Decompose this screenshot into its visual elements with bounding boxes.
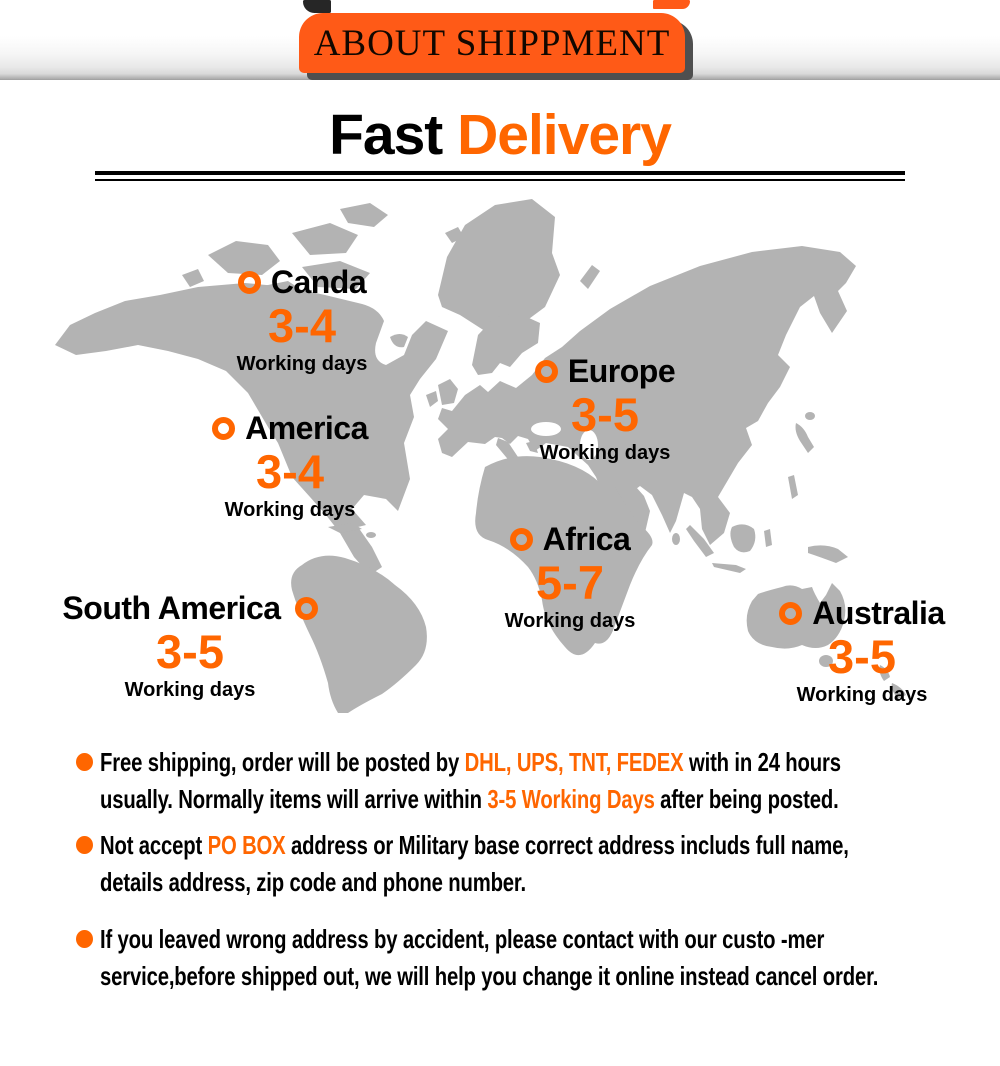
- region-name: Australia: [812, 595, 945, 631]
- peninsula-greece: [526, 441, 538, 453]
- black-sea: [531, 422, 561, 436]
- island-iceland: [390, 334, 408, 348]
- region-name: America: [245, 410, 368, 446]
- map-region-canada: Canda 3-4 Working days: [177, 264, 427, 375]
- region-name: Canda: [270, 264, 367, 300]
- landmass-arctic-islands: [292, 223, 358, 255]
- region-header: America: [165, 410, 415, 447]
- note-plain-text: with in 24 hours usually. Normally items…: [100, 747, 841, 814]
- region-days-unit: Working days: [539, 442, 671, 464]
- map-region-europe: Europe 3-5 Working days: [480, 353, 730, 464]
- continent-eurasia: [438, 246, 856, 545]
- region-days-unit: Working days: [124, 679, 256, 701]
- bullet-icon: [76, 836, 93, 854]
- world-map: [55, 199, 906, 713]
- island-great-britain: [438, 379, 458, 405]
- map-region-south-america: South America 3-5 Working days: [40, 590, 340, 701]
- bullet-icon: [76, 930, 93, 948]
- landmass-arctic-islands: [302, 261, 370, 289]
- continent-africa: [475, 456, 653, 656]
- island-svalbard: [470, 241, 486, 255]
- page-title: Fast Delivery: [0, 102, 1000, 168]
- island-java: [712, 563, 746, 573]
- island-ireland: [426, 391, 438, 407]
- note-text: Not accept PO BOX address or Military ba…: [100, 827, 915, 901]
- note-plain-text: Free shipping, order will be posted by: [100, 747, 465, 777]
- ribbon-fold-right: [653, 0, 690, 9]
- shipping-note: Free shipping, order will be posted by D…: [76, 744, 976, 818]
- map-region-america: America 3-4 Working days: [165, 410, 415, 521]
- region-header: South America: [40, 590, 340, 627]
- shipping-note: Not accept PO BOX address or Military ba…: [76, 827, 976, 901]
- banner-title: ABOUT SHIPPMENT: [313, 22, 671, 64]
- island-hokkaido: [805, 412, 815, 420]
- region-name: South America: [62, 590, 281, 626]
- note-highlight-text: DHL, UPS, TNT, FEDEX: [464, 747, 684, 777]
- ribbon-banner: ABOUT SHIPPMENT: [299, 13, 685, 73]
- island-sri-lanka: [672, 533, 680, 545]
- region-transit-days: 5-7: [536, 556, 604, 609]
- note-plain-text: If you leaved wrong address by accident,…: [100, 924, 879, 991]
- shipping-notes: Free shipping, order will be posted by D…: [76, 744, 976, 1004]
- note-plain-text: Not accept: [100, 830, 208, 860]
- location-marker-icon: [212, 417, 236, 440]
- island-cuba: [328, 523, 362, 533]
- bullet-icon: [76, 753, 93, 771]
- note-plain-text: after being posted.: [654, 784, 839, 814]
- island-philippines: [788, 475, 798, 499]
- island-svalbard: [445, 227, 464, 243]
- region-days-unit: Working days: [236, 353, 368, 375]
- map-region-africa: Africa 5-7 Working days: [450, 521, 690, 632]
- region-days-unit: Working days: [796, 684, 928, 706]
- region-days-unit: Working days: [504, 610, 636, 632]
- island-new-zealand-north: [879, 665, 890, 681]
- continent-north-america: [55, 283, 448, 575]
- region-days-unit: Working days: [224, 499, 356, 521]
- landmass-arctic-islands: [208, 241, 280, 275]
- shipping-note: If you leaved wrong address by accident,…: [76, 921, 976, 995]
- location-marker-icon: [534, 360, 558, 383]
- island-borneo: [730, 524, 756, 553]
- landmass-arctic-islands: [182, 269, 204, 287]
- region-transit-days: 3-5: [156, 625, 224, 678]
- region-name: Africa: [542, 521, 631, 557]
- region-header: Australia: [742, 595, 982, 632]
- title-word-orange: Delivery: [457, 103, 672, 167]
- island-novaya-zemlya: [580, 265, 600, 289]
- note-highlight-text: 3-5 Working Days: [487, 784, 655, 814]
- island-hispaniola: [366, 532, 376, 538]
- island-new-zealand-south: [891, 683, 906, 699]
- landmass-greenland: [438, 199, 560, 333]
- island-new-guinea: [808, 545, 848, 563]
- caspian-sea: [580, 430, 598, 460]
- landmass-scandinavia: [472, 313, 540, 375]
- region-transit-days: 3-4: [268, 299, 336, 352]
- region-transit-days: 3-4: [256, 445, 324, 498]
- region-transit-days: 3-5: [571, 388, 639, 441]
- island-sumatra: [686, 525, 714, 557]
- location-marker-icon: [509, 528, 533, 551]
- continent-south-america: [291, 555, 427, 713]
- region-name: Europe: [567, 353, 676, 389]
- landmass-arctic-islands: [340, 203, 388, 227]
- region-header: Africa: [450, 521, 690, 558]
- island-sulawesi: [764, 529, 772, 547]
- title-word-black: Fast: [329, 103, 443, 167]
- island-japan: [795, 423, 814, 453]
- note-text: If you leaved wrong address by accident,…: [100, 921, 915, 995]
- island-tasmania: [819, 655, 833, 667]
- title-divider: [95, 171, 905, 181]
- region-header: Europe: [480, 353, 730, 390]
- note-text: Free shipping, order will be posted by D…: [100, 744, 915, 818]
- location-marker-icon: [237, 271, 261, 294]
- location-marker-icon: [294, 597, 318, 620]
- ribbon-fold-left: [303, 0, 331, 13]
- region-transit-days: 3-5: [828, 630, 896, 683]
- location-marker-icon: [779, 602, 803, 625]
- map-region-australia: Australia 3-5 Working days: [742, 595, 982, 706]
- note-plain-text: address or Military base correct address…: [100, 830, 849, 897]
- region-header: Canda: [177, 264, 427, 301]
- note-highlight-text: PO BOX: [207, 830, 286, 860]
